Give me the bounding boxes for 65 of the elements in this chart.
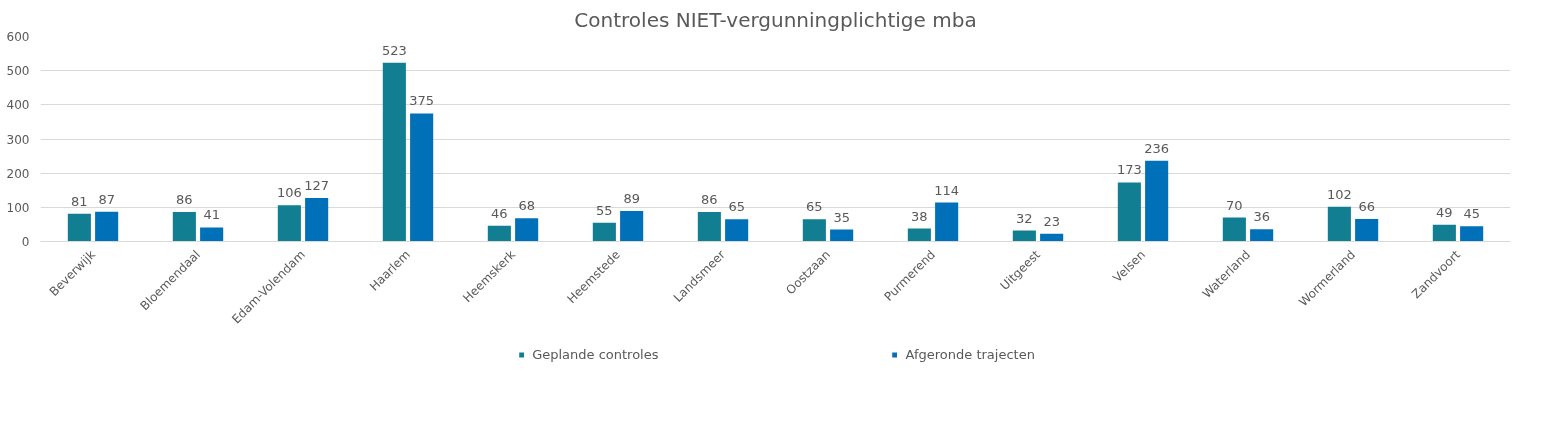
bar: [200, 227, 224, 242]
data-label: 46: [491, 205, 508, 221]
y-tick-label: 200: [6, 166, 30, 181]
data-label: 70: [1226, 197, 1243, 213]
data-label: 173: [1116, 162, 1142, 178]
bar: [487, 225, 511, 242]
bar: [172, 212, 196, 242]
data-label: 523: [381, 42, 407, 58]
bar: [1432, 224, 1456, 242]
bar: [907, 228, 931, 242]
bar: [592, 222, 616, 242]
data-label: 65: [728, 199, 745, 215]
legend-label: Afgeronde trajecten: [905, 346, 1035, 362]
bar: [277, 205, 301, 242]
legend-label: Geplande controles: [532, 346, 659, 362]
data-label: 65: [806, 199, 823, 215]
bar: [725, 219, 749, 242]
bar: [935, 202, 959, 242]
bar: [305, 198, 329, 242]
data-label: 68: [518, 198, 535, 214]
data-label: 66: [1358, 198, 1375, 214]
data-label: 45: [1463, 206, 1480, 222]
data-label: 114: [934, 182, 960, 198]
data-label: 87: [98, 191, 115, 207]
y-tick-label: 500: [6, 64, 30, 79]
y-tick-label: 0: [21, 235, 30, 249]
bar: [830, 229, 854, 242]
bar: [67, 213, 91, 242]
bar: [620, 211, 644, 242]
bar: [1117, 182, 1141, 242]
data-label: 35: [833, 209, 850, 225]
bar: [1222, 217, 1246, 242]
data-label: 127: [304, 178, 330, 194]
data-label: 106: [276, 185, 302, 201]
data-label: 49: [1436, 204, 1453, 220]
data-label: 38: [911, 208, 928, 224]
chart-title: Controles NIET-vergunningplichtige mba: [574, 7, 977, 32]
bar: [1355, 218, 1379, 242]
data-label: 32: [1016, 210, 1033, 226]
data-label: 86: [176, 192, 193, 208]
bar: [1250, 229, 1274, 242]
data-label: 86: [701, 192, 718, 208]
data-label: 236: [1144, 140, 1170, 156]
data-label: 41: [203, 207, 220, 223]
data-label: 81: [71, 193, 88, 209]
bar: [382, 62, 406, 242]
bar: [1012, 230, 1036, 242]
data-label: 23: [1043, 213, 1060, 229]
bar: [1327, 206, 1351, 242]
data-label: 102: [1326, 186, 1352, 202]
bar: [410, 113, 434, 242]
bar: [1460, 226, 1484, 242]
bar: [697, 212, 721, 242]
data-label: 375: [409, 93, 435, 109]
data-label: 36: [1253, 209, 1270, 225]
data-label: 55: [596, 202, 613, 218]
bar: [802, 219, 826, 242]
y-tick-label: 100: [6, 200, 30, 215]
bar: [515, 218, 539, 242]
y-tick-label: 300: [6, 132, 30, 147]
bar: [1145, 160, 1169, 242]
bar: [95, 211, 119, 242]
y-tick-label: 600: [6, 30, 30, 44]
y-tick-label: 400: [6, 98, 30, 113]
data-label: 89: [623, 191, 640, 207]
